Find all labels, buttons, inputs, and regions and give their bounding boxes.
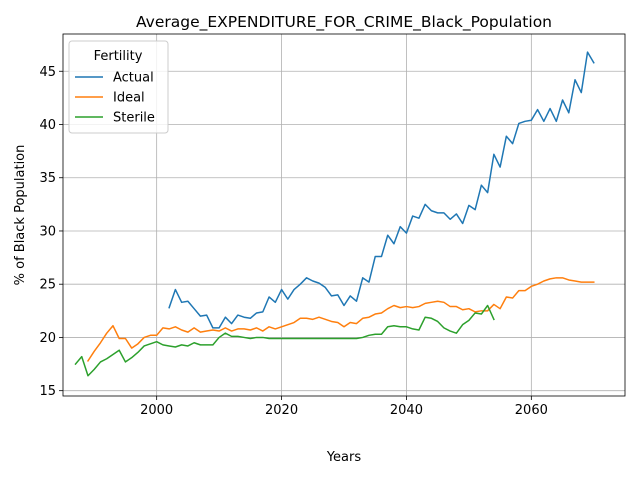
plot-frame — [62, 33, 626, 397]
legend-entries: Actual Ideal Sterile — [75, 71, 155, 126]
x-axis-label: Years — [326, 450, 362, 465]
y-axis-label: % of Black Population — [13, 145, 28, 286]
legend-title: Fertility — [94, 49, 143, 64]
y-tick-label: 25 — [39, 278, 56, 293]
y-tick-label: 20 — [39, 331, 56, 346]
y-tick-label: 40 — [39, 118, 56, 133]
x-tick-label: 2040 — [390, 403, 423, 418]
series-line-actual — [168, 51, 595, 329]
legend-label-actual: Actual — [113, 71, 154, 86]
y-tick-label: 15 — [39, 384, 56, 399]
series-lines — [74, 51, 595, 377]
x-axis-ticks: 2000 2020 2040 2060 — [140, 396, 548, 418]
series-line-ideal — [86, 277, 595, 362]
legend-label-sterile: Sterile — [113, 111, 155, 126]
y-tick-label: 35 — [39, 171, 56, 186]
legend-label-ideal: Ideal — [113, 91, 145, 106]
grid — [63, 34, 625, 396]
y-tick-label: 45 — [39, 65, 56, 80]
x-tick-label: 2060 — [515, 403, 548, 418]
x-tick-label: 2020 — [265, 403, 298, 418]
legend-box — [68, 40, 169, 134]
y-tick-label: 30 — [39, 224, 56, 239]
legend: Fertility Actual Ideal Sterile — [68, 40, 169, 134]
x-tick-label: 2000 — [140, 403, 173, 418]
chart-title: Average_EXPENDITURE_FOR_CRIME_Black_Popu… — [136, 13, 552, 32]
y-axis-ticks: 15 20 25 30 35 40 45 — [39, 65, 63, 399]
series-line-sterile — [74, 304, 495, 377]
